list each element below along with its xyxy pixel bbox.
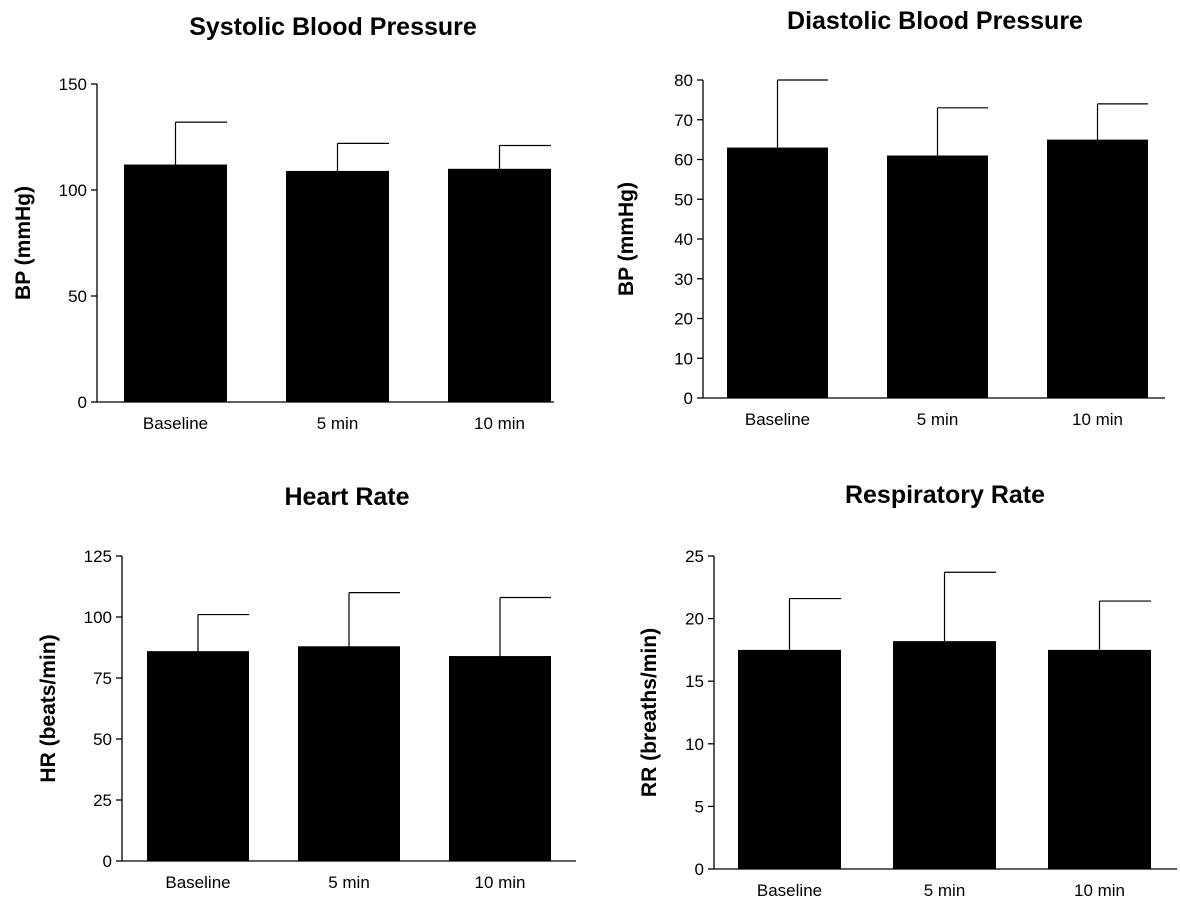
error-bar-3 xyxy=(498,144,551,169)
y-tick-label: 70 xyxy=(674,111,693,130)
y-axis-label: BP (mmHg) xyxy=(615,182,638,296)
y-tick-label: 10 xyxy=(674,349,693,368)
bar-1 xyxy=(738,649,841,869)
y-tick-label: 125 xyxy=(84,547,112,566)
y-axis-label: BP (mmHg) xyxy=(12,186,35,300)
error-bar-2 xyxy=(348,591,400,647)
bar-2 xyxy=(286,170,389,402)
bar-1 xyxy=(124,164,227,402)
error-bar-1 xyxy=(776,79,828,148)
y-tick-label: 10 xyxy=(685,735,704,754)
y-tick-label: 20 xyxy=(685,610,704,629)
y-tick-label: 0 xyxy=(684,389,693,408)
chart-title: Respiratory Rate xyxy=(845,481,1045,509)
x-tick-label: 10 min xyxy=(474,873,525,892)
y-tick-label: 50 xyxy=(93,730,112,749)
x-tick-label: 5 min xyxy=(924,881,966,900)
x-tick-label: 5 min xyxy=(917,410,959,429)
y-tick-label: 50 xyxy=(68,287,87,306)
bar-1 xyxy=(727,147,828,398)
chart-title: Systolic Blood Pressure xyxy=(189,13,477,41)
error-bar-2 xyxy=(936,107,988,156)
y-tick-label: 100 xyxy=(84,608,112,627)
y-tick-label: 100 xyxy=(59,181,87,200)
x-tick-label: Baseline xyxy=(143,414,208,433)
y-axis-label: HR (beats/min) xyxy=(37,634,60,782)
error-bar-1 xyxy=(197,613,249,652)
error-bar-1 xyxy=(174,121,227,165)
y-axis-label: RR (breaths/min) xyxy=(638,628,661,797)
y-tick-label: 25 xyxy=(685,547,704,566)
x-tick-label: Baseline xyxy=(165,873,230,892)
y-tick-label: 25 xyxy=(93,791,112,810)
x-tick-label: Baseline xyxy=(757,881,822,900)
bar-2 xyxy=(887,155,988,398)
x-tick-label: 10 min xyxy=(1072,410,1123,429)
y-tick-label: 0 xyxy=(103,852,112,871)
error-bar-2 xyxy=(943,571,996,642)
bar-3 xyxy=(449,656,551,861)
y-tick-label: 60 xyxy=(674,151,693,170)
bar-1 xyxy=(147,651,249,861)
bar-3 xyxy=(1048,649,1151,869)
y-tick-label: 15 xyxy=(685,672,704,691)
y-tick-label: 30 xyxy=(674,270,693,289)
chart-panel-4: Respiratory Rate RR (breaths/min) Baseline… xyxy=(638,481,1177,900)
error-bar-3 xyxy=(499,596,551,657)
x-tick-label: 5 min xyxy=(328,873,370,892)
y-tick-label: 150 xyxy=(59,75,87,94)
error-bar-2 xyxy=(336,142,389,171)
chart-panel-2: Diastolic Blood Pressure BP (mmHg) Baselin… xyxy=(615,7,1165,429)
bar-2 xyxy=(298,646,400,861)
y-tick-label: 80 xyxy=(674,71,693,90)
error-bar-1 xyxy=(788,597,841,650)
y-tick-label: 5 xyxy=(695,797,704,816)
x-tick-label: 10 min xyxy=(474,414,525,433)
y-tick-label: 75 xyxy=(93,669,112,688)
bar-3 xyxy=(448,168,551,402)
y-tick-label: 0 xyxy=(695,860,704,879)
x-tick-label: 5 min xyxy=(317,414,359,433)
y-tick-label: 50 xyxy=(674,190,693,209)
x-tick-label: Baseline xyxy=(745,410,810,429)
chart-title: Heart Rate xyxy=(284,483,409,511)
y-tick-label: 40 xyxy=(674,230,693,249)
bar-2 xyxy=(893,641,996,869)
chart-title: Diastolic Blood Pressure xyxy=(787,7,1083,35)
error-bar-3 xyxy=(1096,103,1148,140)
y-tick-label: 20 xyxy=(674,310,693,329)
error-bar-3 xyxy=(1098,600,1151,650)
bar-3 xyxy=(1047,139,1148,398)
chart-panel-1: Systolic Blood Pressure BP (mmHg) Baseline… xyxy=(12,13,554,433)
y-tick-label: 0 xyxy=(78,393,87,412)
chart-panel-3: Heart Rate HR (beats/min) Baseline 5 min 10 … xyxy=(37,483,576,892)
x-tick-label: 10 min xyxy=(1074,881,1125,900)
